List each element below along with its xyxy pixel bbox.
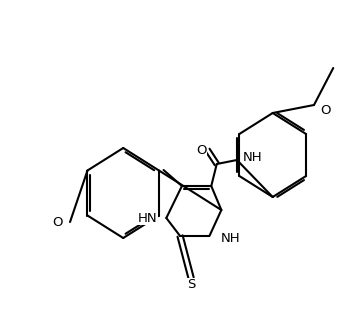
Text: O: O	[320, 104, 331, 117]
Text: O: O	[196, 143, 206, 156]
Text: HN: HN	[138, 211, 157, 224]
Text: S: S	[187, 279, 195, 291]
Text: O: O	[52, 215, 63, 228]
Text: NH: NH	[220, 231, 240, 244]
Text: NH: NH	[243, 150, 262, 163]
